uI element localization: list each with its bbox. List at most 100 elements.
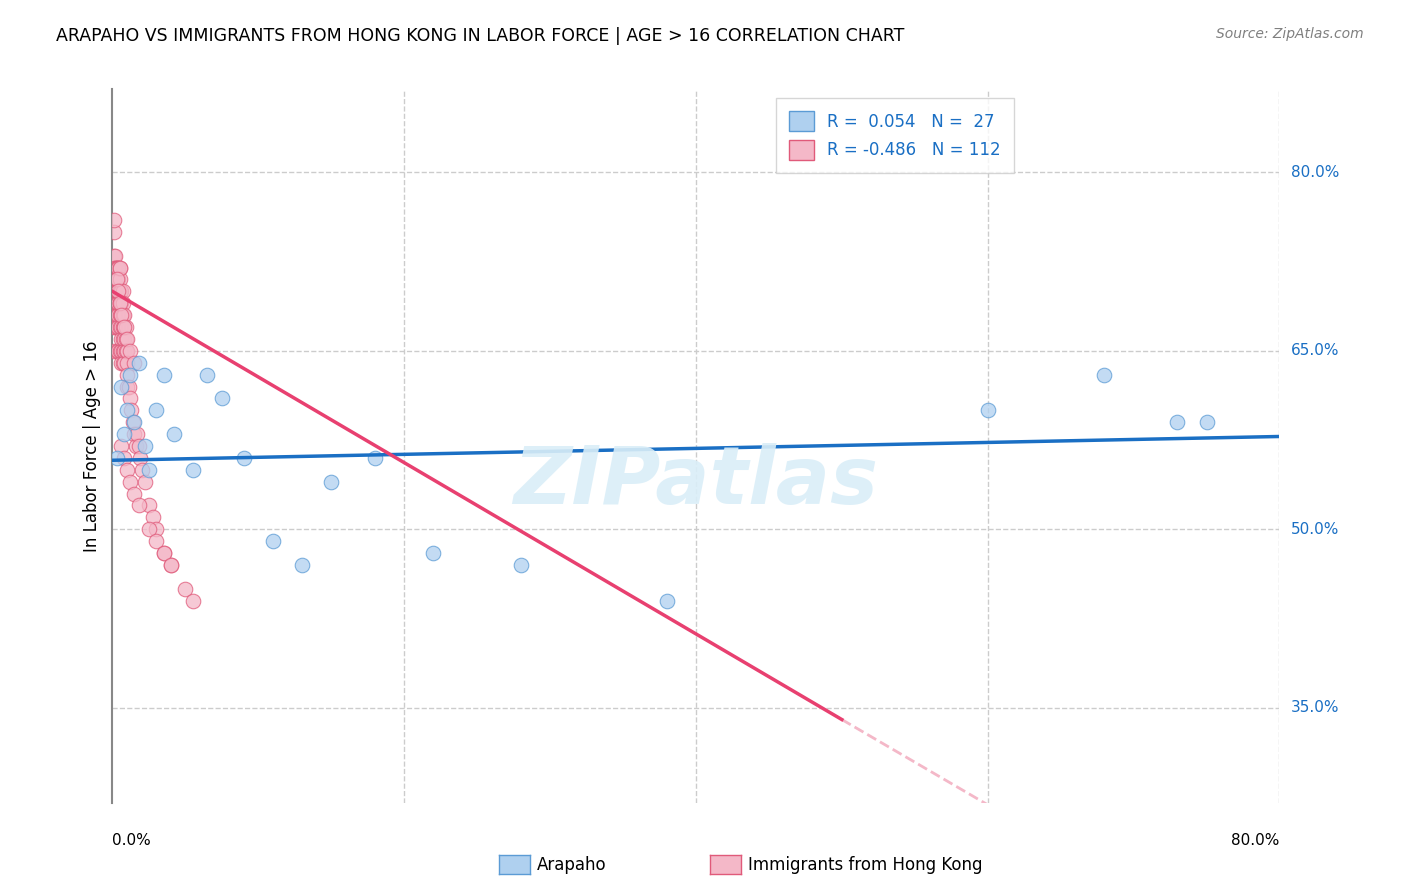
Point xyxy=(118,392,141,406)
Point xyxy=(111,343,134,358)
Point xyxy=(114,320,136,334)
Point xyxy=(117,379,139,393)
Point xyxy=(181,463,204,477)
Point xyxy=(111,356,134,370)
Point xyxy=(124,356,146,370)
Point xyxy=(111,320,134,334)
Point xyxy=(105,308,128,322)
Point xyxy=(152,368,174,382)
Point xyxy=(103,285,125,299)
Point xyxy=(127,427,149,442)
Point xyxy=(108,296,131,310)
Point xyxy=(103,225,125,239)
Text: Arapaho: Arapaho xyxy=(537,856,607,874)
Text: Source: ZipAtlas.com: Source: ZipAtlas.com xyxy=(1216,27,1364,41)
Point xyxy=(509,558,531,572)
Point xyxy=(107,285,129,299)
Point xyxy=(163,427,186,442)
Point xyxy=(111,308,134,322)
Point xyxy=(128,439,150,453)
Point xyxy=(110,308,132,322)
Point xyxy=(122,415,145,429)
Point xyxy=(138,499,160,513)
Point xyxy=(160,558,183,572)
Text: 0.0%: 0.0% xyxy=(112,832,152,847)
Point xyxy=(103,343,125,358)
Point xyxy=(104,320,127,334)
Point xyxy=(112,320,135,334)
Point xyxy=(111,332,134,346)
Point xyxy=(124,486,146,500)
Text: 80.0%: 80.0% xyxy=(1291,165,1340,180)
Point xyxy=(118,368,141,382)
Point xyxy=(112,450,135,465)
Point xyxy=(104,296,127,310)
Point xyxy=(108,296,131,310)
Point xyxy=(1195,415,1218,429)
Point xyxy=(108,320,131,334)
Text: ZIPatlas: ZIPatlas xyxy=(513,442,879,521)
Point xyxy=(105,272,128,286)
Point xyxy=(115,332,138,346)
Point xyxy=(111,285,134,299)
Point xyxy=(107,285,129,299)
Point xyxy=(160,558,183,572)
Point xyxy=(655,593,678,607)
Point xyxy=(110,296,132,310)
Point xyxy=(108,260,131,275)
Point xyxy=(134,475,156,489)
Point xyxy=(145,534,167,549)
Point xyxy=(107,320,129,334)
Point xyxy=(145,522,167,536)
Point xyxy=(108,285,131,299)
Point xyxy=(103,320,125,334)
Text: 50.0%: 50.0% xyxy=(1291,522,1340,537)
Point xyxy=(232,450,254,465)
Point xyxy=(108,272,131,286)
Point xyxy=(422,546,444,560)
Point xyxy=(105,272,128,286)
Point xyxy=(105,285,128,299)
Point xyxy=(1166,415,1188,429)
Point xyxy=(124,427,146,442)
Point xyxy=(104,260,127,275)
Point xyxy=(103,272,125,286)
Point xyxy=(110,356,132,370)
Point xyxy=(138,522,160,536)
Point xyxy=(104,308,127,322)
Point xyxy=(181,593,204,607)
Point xyxy=(107,308,129,322)
Point xyxy=(103,260,125,275)
Point xyxy=(108,296,131,310)
Point xyxy=(110,332,132,346)
Point xyxy=(108,285,131,299)
Point xyxy=(112,320,135,334)
Point xyxy=(104,272,127,286)
Point xyxy=(103,308,125,322)
Legend: R =  0.054   N =  27, R = -0.486   N = 112: R = 0.054 N = 27, R = -0.486 N = 112 xyxy=(776,97,1014,173)
Point xyxy=(152,546,174,560)
Point xyxy=(105,343,128,358)
Point xyxy=(364,450,387,465)
Point xyxy=(105,285,128,299)
Point xyxy=(107,285,129,299)
Point xyxy=(114,343,136,358)
Point xyxy=(115,463,138,477)
Point xyxy=(142,510,165,524)
Point xyxy=(115,343,138,358)
Point xyxy=(115,379,138,393)
Point xyxy=(104,285,127,299)
Y-axis label: In Labor Force | Age > 16: In Labor Force | Age > 16 xyxy=(83,340,101,552)
Point xyxy=(114,332,136,346)
Point xyxy=(107,272,129,286)
Point xyxy=(110,285,132,299)
Point xyxy=(107,296,129,310)
Point xyxy=(103,296,125,310)
Text: 80.0%: 80.0% xyxy=(1232,832,1279,847)
Point xyxy=(105,450,128,465)
Point xyxy=(104,296,127,310)
Point xyxy=(195,368,218,382)
Point xyxy=(110,320,132,334)
Point xyxy=(129,450,152,465)
Point xyxy=(110,343,132,358)
